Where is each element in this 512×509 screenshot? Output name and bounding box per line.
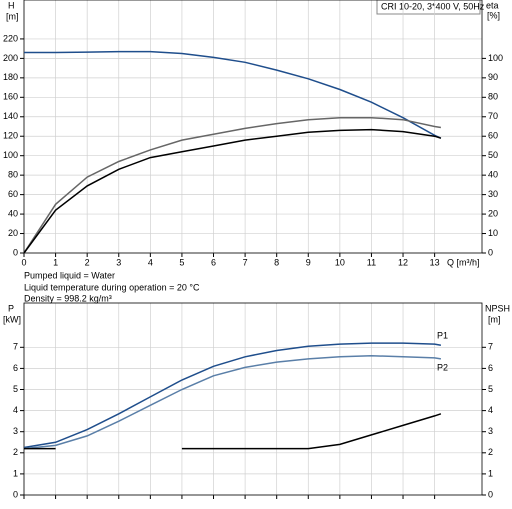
series-line: [24, 50, 442, 139]
series-label: P2: [437, 362, 448, 372]
y2-tick-label: 100: [488, 53, 503, 63]
y-tick-label: 140: [3, 111, 18, 121]
y2-tick-label: 60: [488, 131, 498, 141]
y-unit: [m]: [6, 11, 19, 21]
series-line: [23, 116, 442, 254]
y2-label: eta: [486, 0, 499, 10]
y2-tick-label: 2: [488, 447, 493, 457]
x-tick-label: 13: [430, 257, 440, 267]
x-tick-label: 6: [211, 257, 216, 267]
y-label: H: [8, 0, 15, 10]
y2-unit: [%]: [487, 10, 500, 20]
series-line: [23, 342, 442, 449]
x-tick-label: 9: [306, 257, 311, 267]
x-tick-label: 7: [243, 257, 248, 267]
y2-tick-label: 4: [488, 405, 493, 415]
y-tick-label: 6: [13, 363, 18, 373]
annotation: Liquid temperature during operation = 20…: [24, 282, 200, 292]
y2-tick-label: 10: [488, 228, 498, 238]
y-tick-label: 20: [8, 228, 18, 238]
y2-tick-label: 5: [488, 384, 493, 394]
x-tick-label: 10: [335, 257, 345, 267]
y2-tick-label: 40: [488, 170, 498, 180]
y2-tick-label: 6: [488, 363, 493, 373]
chart-title: CRI 10-20, 3*400 V, 50Hz: [381, 1, 485, 11]
y-tick-label: 0: [13, 247, 18, 257]
y2-unit: [m]: [488, 314, 501, 324]
series-label: P1: [437, 331, 448, 341]
series-line: [23, 354, 442, 450]
series-line: [24, 413, 442, 450]
y2-tick-label: 70: [488, 111, 498, 121]
y2-label: NPSH: [485, 303, 510, 313]
y-tick-label: 0: [13, 489, 18, 499]
x-tick-label: 8: [274, 257, 279, 267]
y2-tick-label: 7: [488, 342, 493, 352]
y-tick-label: 100: [3, 150, 18, 160]
x-label: Q [m³/h]: [447, 257, 480, 267]
y2-tick-label: 0: [488, 247, 493, 257]
y2-tick-label: 30: [488, 189, 498, 199]
x-tick-label: 0: [21, 257, 26, 267]
y-tick-label: 200: [3, 53, 18, 63]
y2-tick-label: 50: [488, 150, 498, 160]
x-tick-label: 12: [398, 257, 408, 267]
y-tick-label: 1: [13, 468, 18, 478]
y-tick-label: 180: [3, 72, 18, 82]
y-tick-label: 160: [3, 92, 18, 102]
y-tick-label: 120: [3, 131, 18, 141]
y-label: P: [8, 303, 14, 313]
y-tick-label: 80: [8, 170, 18, 180]
y-tick-label: 60: [8, 189, 18, 199]
y-tick-label: 220: [3, 33, 18, 43]
x-tick-label: 2: [85, 257, 90, 267]
x-tick-label: 3: [116, 257, 121, 267]
annotation: Pumped liquid = Water: [24, 270, 115, 280]
x-tick-label: 4: [148, 257, 153, 267]
y2-tick-label: 20: [488, 208, 498, 218]
y2-tick-label: 3: [488, 426, 493, 436]
y-tick-label: 40: [8, 208, 18, 218]
y2-tick-label: 1: [488, 468, 493, 478]
x-tick-label: 5: [179, 257, 184, 267]
y-tick-label: 5: [13, 384, 18, 394]
y-unit: [kW]: [3, 314, 21, 324]
x-tick-label: 1: [53, 257, 58, 267]
y-tick-label: 4: [13, 405, 18, 415]
plot-frame: [23, 302, 483, 496]
y-tick-label: 7: [13, 342, 18, 352]
annotation: Density = 998.2 kg/m³: [24, 293, 112, 303]
x-tick-label: 11: [367, 257, 376, 267]
y-tick-label: 3: [13, 426, 18, 436]
series-line: [23, 128, 442, 254]
y-tick-label: 2: [13, 447, 18, 457]
y2-tick-label: 90: [488, 72, 498, 82]
y2-tick-label: 0: [488, 489, 493, 499]
plot-frame: [23, 0, 483, 254]
y2-tick-label: 80: [488, 92, 498, 102]
